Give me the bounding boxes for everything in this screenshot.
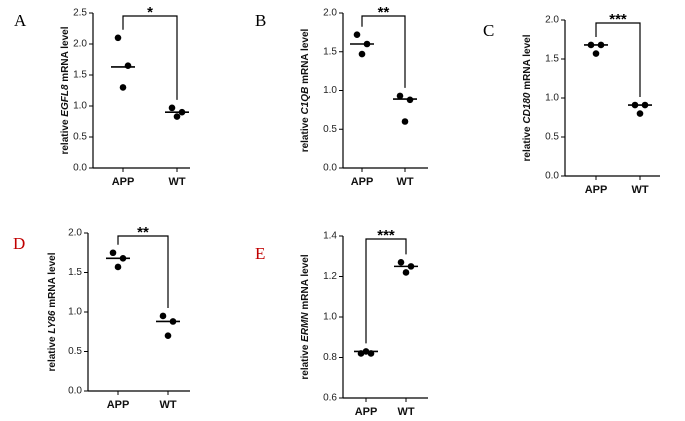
y-label-gene: EGFL8 — [60, 84, 71, 117]
significance-bracket — [595, 22, 641, 98]
data-point — [396, 92, 404, 100]
y-tick-label: 0.0 — [323, 163, 337, 174]
y-tick-label: 2.0 — [73, 39, 87, 50]
panel-label: E — [255, 244, 265, 263]
x-tick-label: WT — [168, 176, 185, 188]
data-point — [168, 104, 176, 112]
data-point — [636, 110, 644, 117]
significance-bracket — [365, 238, 407, 344]
significance-label: *** — [377, 227, 395, 244]
y-tick-label: 1.2 — [323, 271, 337, 282]
y-axis-label: relative EGFL8 mRNA level — [60, 26, 71, 154]
y-tick-label: 1.0 — [323, 85, 337, 96]
data-point — [124, 62, 132, 69]
data-point — [173, 113, 181, 120]
data-point — [358, 50, 366, 58]
y-label-suffix: mRNA level — [60, 26, 71, 84]
significance-label: *** — [609, 11, 627, 28]
significance-bracket — [117, 235, 169, 308]
y-label-gene: ERMN — [300, 312, 311, 342]
y-tick-label: 0.0 — [68, 386, 82, 397]
y-tick-label: 1.5 — [545, 54, 559, 65]
data-point — [353, 31, 361, 38]
y-label-suffix: mRNA level — [300, 28, 311, 86]
y-axis-label: relative ERMN mRNA level — [300, 254, 311, 379]
y-label-prefix: relative — [47, 334, 58, 372]
panel-label: A — [14, 11, 27, 30]
x-tick-label: WT — [631, 184, 648, 196]
data-point — [114, 263, 122, 271]
panel-label: C — [483, 21, 494, 40]
significance-label: ** — [378, 4, 390, 21]
x-tick-label: WT — [397, 406, 414, 418]
y-tick-label: 0.6 — [323, 393, 337, 404]
y-tick-label: 1.0 — [68, 307, 82, 318]
y-tick-label: 1.0 — [545, 93, 559, 104]
y-tick-label: 1.5 — [68, 267, 82, 278]
significance-bracket — [361, 15, 406, 88]
y-label-suffix: mRNA level — [300, 254, 311, 312]
y-tick-label: 0.5 — [545, 132, 559, 143]
y-tick-label: 2.0 — [545, 15, 559, 26]
significance-label: ** — [137, 224, 149, 241]
y-tick-label: 1.0 — [323, 312, 337, 323]
y-label-suffix: mRNA level — [47, 252, 58, 310]
data-point — [159, 312, 167, 320]
y-tick-label: 1.0 — [73, 101, 87, 112]
y-axis-label: relative C1QB mRNA level — [300, 28, 311, 152]
data-point — [164, 332, 172, 340]
y-tick-label: 0.8 — [323, 352, 337, 363]
data-point — [119, 84, 127, 91]
data-point — [402, 269, 410, 276]
data-point — [114, 34, 122, 42]
y-tick-label: 2.0 — [323, 8, 337, 19]
y-axis-label: relative LY86 mRNA level — [47, 252, 58, 371]
y-label-suffix: mRNA level — [522, 34, 533, 92]
x-tick-label: APP — [355, 406, 378, 418]
significance-bracket — [122, 15, 178, 100]
y-tick-label: 0.0 — [73, 163, 87, 174]
data-point — [397, 259, 405, 266]
y-label-prefix: relative — [300, 114, 311, 152]
x-tick-label: APP — [351, 176, 374, 188]
data-point — [592, 50, 600, 57]
panel-label: B — [255, 11, 266, 30]
x-tick-label: APP — [112, 176, 135, 188]
y-label-prefix: relative — [522, 124, 533, 162]
y-tick-label: 1.4 — [323, 231, 337, 242]
significance-label: * — [147, 4, 153, 21]
y-tick-label: 0.5 — [68, 346, 82, 357]
x-tick-label: WT — [396, 176, 413, 188]
data-point — [401, 118, 409, 125]
y-tick-label: 2.5 — [73, 8, 87, 19]
y-tick-label: 1.5 — [73, 70, 87, 81]
y-label-prefix: relative — [300, 342, 311, 380]
y-label-gene: C1QB — [300, 87, 311, 115]
y-tick-label: 0.0 — [545, 171, 559, 182]
x-tick-label: WT — [159, 399, 176, 411]
y-label-gene: LY86 — [47, 310, 58, 334]
data-point — [109, 249, 117, 257]
y-tick-label: 1.5 — [323, 46, 337, 57]
y-axis-label: relative CD180 mRNA level — [522, 34, 533, 161]
y-label-gene: CD180 — [522, 92, 533, 124]
x-tick-label: APP — [585, 184, 608, 196]
y-tick-label: 2.0 — [68, 228, 82, 239]
y-tick-label: 0.5 — [73, 132, 87, 143]
y-tick-label: 0.5 — [323, 124, 337, 135]
panel-label: D — [13, 234, 25, 253]
x-tick-label: APP — [107, 399, 130, 411]
y-label-prefix: relative — [60, 117, 71, 155]
